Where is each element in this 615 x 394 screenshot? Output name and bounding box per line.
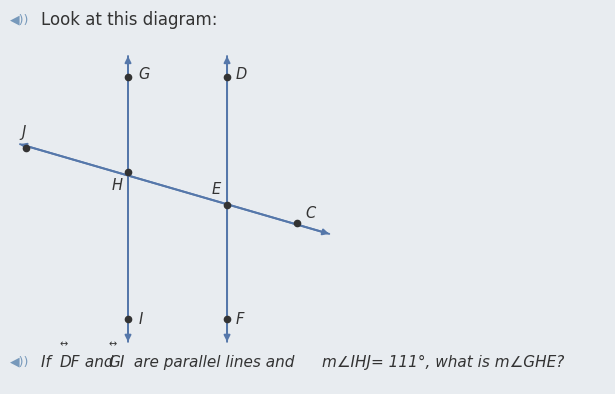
- Text: ◀)): ◀)): [10, 356, 29, 369]
- Text: F: F: [235, 312, 244, 327]
- Text: H: H: [111, 178, 122, 193]
- Text: m∠IHJ= 111°, what is m∠GHE?: m∠IHJ= 111°, what is m∠GHE?: [322, 355, 565, 370]
- Text: If: If: [41, 355, 55, 370]
- Text: and: and: [80, 355, 119, 370]
- Text: I: I: [138, 312, 143, 327]
- Text: Look at this diagram:: Look at this diagram:: [41, 11, 217, 29]
- Text: D: D: [235, 67, 247, 82]
- Text: GI: GI: [109, 355, 125, 370]
- Text: E: E: [212, 182, 221, 197]
- Text: G: G: [138, 67, 150, 82]
- Text: C: C: [306, 206, 316, 221]
- Text: ◀)): ◀)): [10, 14, 29, 27]
- Text: are parallel lines and: are parallel lines and: [129, 355, 300, 370]
- Text: DF: DF: [60, 355, 81, 370]
- Text: ↔: ↔: [60, 340, 68, 349]
- Text: ↔: ↔: [109, 340, 117, 349]
- Text: J: J: [21, 125, 25, 140]
